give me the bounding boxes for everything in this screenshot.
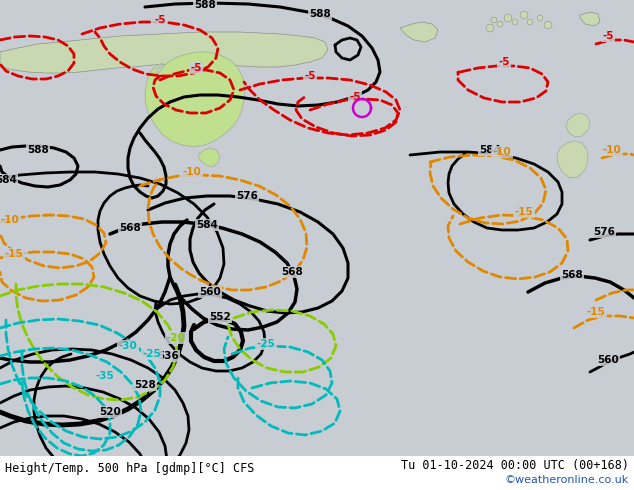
Text: 568: 568 [281, 267, 303, 277]
Text: 576: 576 [236, 191, 258, 201]
Text: -30: -30 [119, 341, 138, 351]
Text: 584: 584 [479, 145, 501, 155]
Text: -10: -10 [493, 147, 512, 157]
Text: ©weatheronline.co.uk: ©weatheronline.co.uk [505, 475, 629, 485]
Text: -5: -5 [154, 15, 165, 25]
Text: 552: 552 [209, 312, 231, 322]
Polygon shape [537, 15, 543, 21]
Polygon shape [557, 141, 588, 178]
Polygon shape [512, 19, 518, 25]
Text: -15: -15 [4, 249, 23, 259]
Text: Height/Temp. 500 hPa [gdmp][°C] CFS: Height/Temp. 500 hPa [gdmp][°C] CFS [5, 462, 254, 474]
Text: -15: -15 [586, 307, 605, 317]
Polygon shape [145, 52, 245, 147]
Text: -10: -10 [183, 167, 202, 177]
Text: -5: -5 [498, 57, 510, 67]
Polygon shape [544, 21, 552, 29]
Text: 568: 568 [119, 223, 141, 233]
Text: 560: 560 [597, 355, 619, 365]
Text: 560: 560 [199, 287, 221, 297]
Polygon shape [566, 113, 590, 137]
Text: -10: -10 [1, 215, 20, 225]
Text: -10: -10 [603, 145, 621, 155]
Text: 568: 568 [561, 270, 583, 280]
Text: 588: 588 [27, 145, 49, 155]
Polygon shape [400, 22, 438, 42]
Polygon shape [491, 17, 497, 23]
Polygon shape [486, 24, 494, 32]
Polygon shape [580, 12, 600, 26]
Polygon shape [527, 19, 533, 25]
Polygon shape [497, 21, 503, 27]
Text: 520: 520 [99, 407, 121, 417]
Text: 588: 588 [194, 0, 216, 10]
Text: 584: 584 [0, 175, 17, 185]
Text: -35: -35 [96, 371, 114, 381]
Text: -5: -5 [602, 31, 614, 41]
Text: 576: 576 [593, 227, 615, 237]
Text: -5: -5 [304, 71, 316, 81]
Polygon shape [504, 14, 512, 22]
Text: -5: -5 [349, 92, 361, 102]
Text: -25: -25 [257, 339, 275, 349]
Text: 584: 584 [196, 220, 218, 230]
Bar [0, 456, 634, 490]
Text: -5: -5 [190, 63, 202, 73]
Text: -25: -25 [143, 349, 162, 359]
Text: -15: -15 [515, 207, 533, 217]
Polygon shape [520, 11, 528, 19]
Text: 528: 528 [134, 380, 156, 390]
Polygon shape [198, 148, 220, 167]
Text: 536: 536 [157, 351, 179, 361]
Text: 588: 588 [309, 9, 331, 19]
Polygon shape [0, 32, 328, 73]
Text: -20: -20 [167, 333, 185, 343]
Text: Tu 01-10-2024 00:00 UTC (00+168): Tu 01-10-2024 00:00 UTC (00+168) [401, 459, 629, 471]
